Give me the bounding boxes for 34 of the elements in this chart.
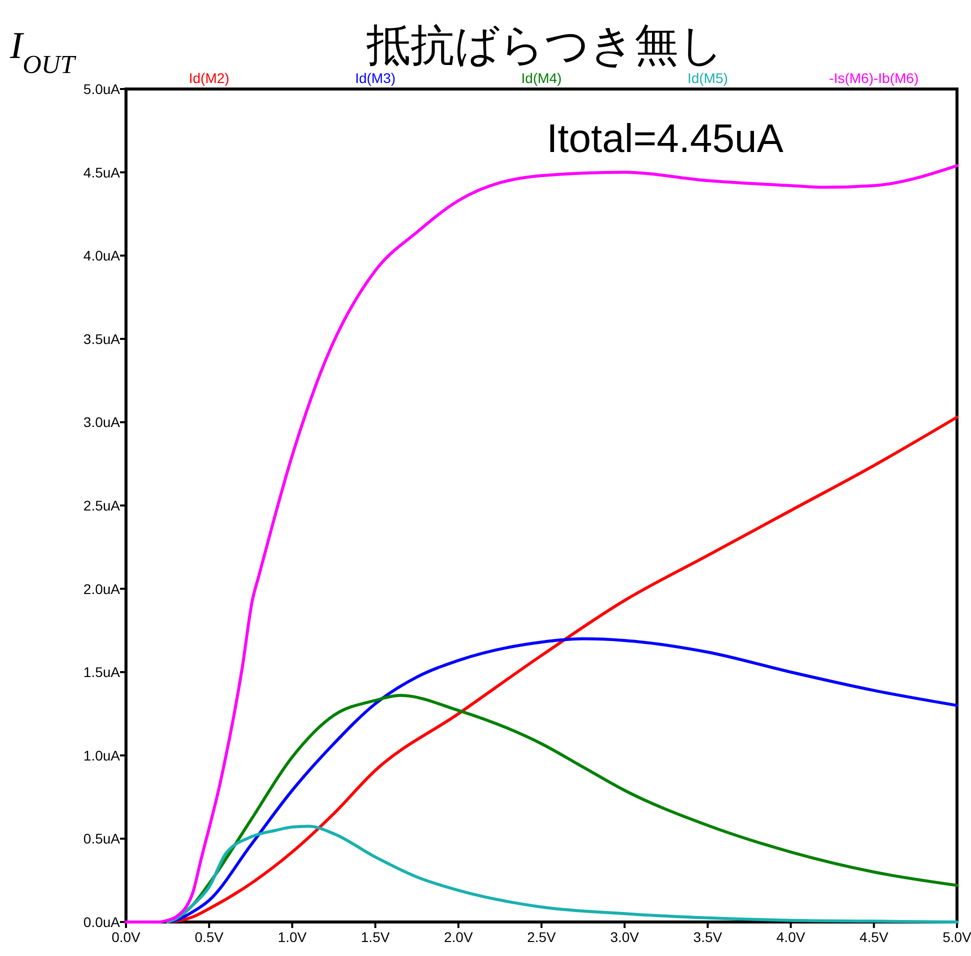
annotation: Itotal=4.45uA [546, 117, 784, 161]
y-tick-label: 3.5uA [83, 330, 121, 347]
x-tick-label: 4.5V [859, 929, 889, 945]
x-tick-label: 5.0V [942, 929, 971, 945]
y-axis-title: I$_{OUT}$ [9, 25, 76, 78]
line-series [166, 416, 958, 924]
y-tick-label: 0.0uA [83, 914, 121, 930]
x-tick-label: 2.0V [444, 929, 474, 945]
x-tick-label: 0.5V [194, 929, 224, 945]
y-tick-label: 4.5uA [83, 164, 121, 180]
x-tick-label: 1.0V [278, 929, 308, 945]
x-tick-label: 1.5V [360, 929, 390, 945]
text: Id(M2) [188, 70, 230, 86]
y-tick-label: 1.0uA [83, 747, 121, 764]
x-tick-label: 2.5V [527, 929, 557, 945]
y-tick-label: 1.5uA [83, 664, 121, 680]
chart-title: 抵抗ばらつき無し [366, 20, 724, 71]
text: -Is(M6)-Ib(M6) [829, 70, 919, 86]
x-tick-label: 4.0V [776, 929, 806, 945]
x-tick-label: 3.0V [610, 929, 640, 945]
text: Id(M5) [687, 70, 728, 86]
y-tick-label: 2.5uA [83, 498, 121, 514]
y-tick-label: 3.0uA [83, 414, 121, 430]
x-tick-label: 3.5V [693, 929, 723, 945]
text: Id(M4) [521, 70, 562, 86]
y-tick-label: 4.0uA [83, 248, 121, 264]
text: Id(M3) [355, 70, 396, 86]
line-series [124, 164, 958, 924]
line-series [166, 824, 958, 924]
y-tick-label: 0.5uA [83, 830, 121, 847]
x-tick-label: 0.0V [112, 929, 142, 945]
line-series [166, 637, 958, 924]
y-tick-label: 2.0uA [83, 580, 121, 597]
y-tick-label: 5.0uA [83, 81, 121, 97]
